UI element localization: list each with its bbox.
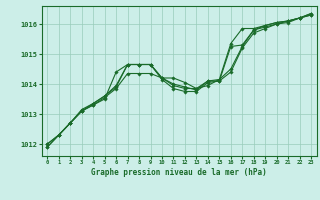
X-axis label: Graphe pression niveau de la mer (hPa): Graphe pression niveau de la mer (hPa) [91, 168, 267, 177]
